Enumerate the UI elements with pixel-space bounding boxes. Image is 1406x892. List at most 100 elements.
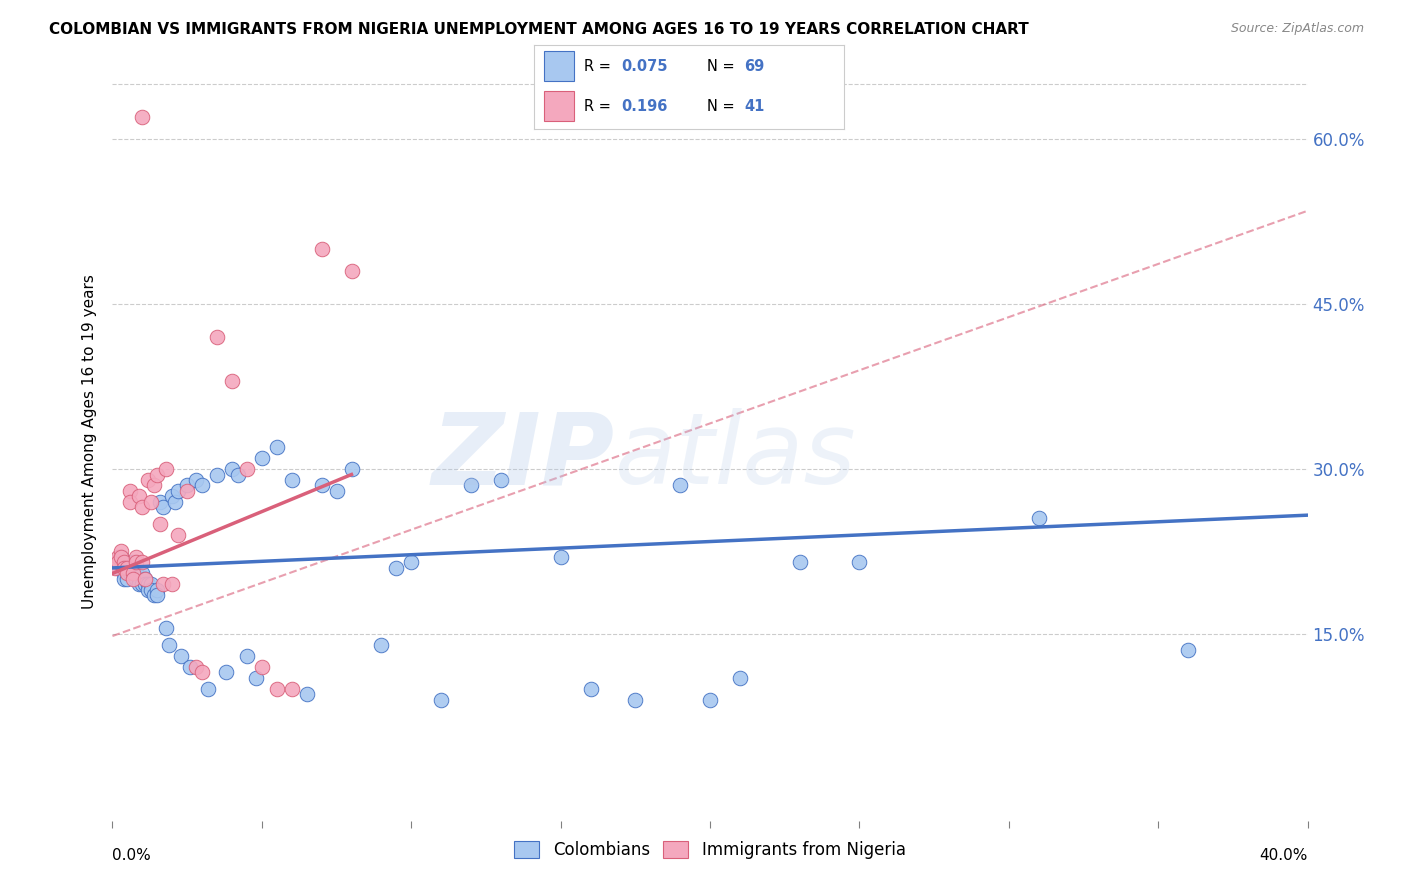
Point <box>221 374 243 388</box>
Bar <box>544 91 575 120</box>
Point <box>221 462 243 476</box>
Point <box>107 561 129 575</box>
Text: 0.196: 0.196 <box>621 98 668 113</box>
Point <box>152 500 174 515</box>
Point <box>191 478 214 492</box>
Text: 69: 69 <box>745 59 765 74</box>
Point <box>131 556 153 570</box>
Point <box>110 544 132 558</box>
Point <box>550 549 572 564</box>
Point <box>176 478 198 492</box>
Point <box>131 566 153 581</box>
Point <box>117 572 139 586</box>
Point <box>114 572 135 586</box>
Point <box>104 561 127 575</box>
Point <box>728 671 751 685</box>
Point <box>141 582 163 597</box>
Point <box>125 556 148 570</box>
Point <box>122 566 145 581</box>
Text: 41: 41 <box>745 98 765 113</box>
Text: Source: ZipAtlas.com: Source: ZipAtlas.com <box>1230 22 1364 36</box>
Point <box>226 467 249 482</box>
Point <box>236 648 259 663</box>
Point <box>340 264 363 278</box>
Point <box>250 450 273 465</box>
Point <box>266 440 288 454</box>
Text: COLOMBIAN VS IMMIGRANTS FROM NIGERIA UNEMPLOYMENT AMONG AGES 16 TO 19 YEARS CORR: COLOMBIAN VS IMMIGRANTS FROM NIGERIA UNE… <box>49 22 1029 37</box>
Point <box>104 556 127 570</box>
Point <box>579 681 602 696</box>
Point <box>1177 643 1199 657</box>
Point <box>311 478 333 492</box>
Point <box>162 490 183 504</box>
Point <box>120 566 142 581</box>
Point <box>197 681 219 696</box>
Point <box>125 549 148 564</box>
Text: ZIP: ZIP <box>432 409 614 505</box>
Y-axis label: Unemployment Among Ages 16 to 19 years: Unemployment Among Ages 16 to 19 years <box>82 274 97 609</box>
Point <box>176 483 198 498</box>
Point <box>281 473 304 487</box>
Point <box>146 588 169 602</box>
Text: N =: N = <box>707 98 740 113</box>
Point <box>114 561 135 575</box>
Point <box>848 556 870 570</box>
Point <box>205 330 228 344</box>
Point <box>122 572 145 586</box>
Point <box>170 648 193 663</box>
Point <box>179 660 201 674</box>
Text: 0.0%: 0.0% <box>112 848 152 863</box>
Point <box>131 500 153 515</box>
Point <box>295 687 318 701</box>
Point <box>138 577 160 591</box>
Point <box>141 495 163 509</box>
Point <box>125 572 148 586</box>
Text: N =: N = <box>707 59 740 74</box>
Point <box>128 490 150 504</box>
Point <box>430 692 453 706</box>
Point <box>155 462 177 476</box>
Legend: Colombians, Immigrants from Nigeria: Colombians, Immigrants from Nigeria <box>508 834 912 865</box>
Text: 40.0%: 40.0% <box>1260 848 1308 863</box>
Point <box>624 692 647 706</box>
Point <box>120 495 142 509</box>
Point <box>131 577 153 591</box>
Point <box>134 572 156 586</box>
Point <box>117 566 139 581</box>
Point <box>186 473 208 487</box>
Point <box>110 549 132 564</box>
Point <box>385 561 408 575</box>
Point <box>146 582 169 597</box>
Point <box>138 473 160 487</box>
Point <box>114 566 135 581</box>
Point <box>401 556 423 570</box>
Point <box>191 665 214 680</box>
Point <box>340 462 363 476</box>
Point <box>245 671 267 685</box>
Point <box>162 577 183 591</box>
Point <box>1028 511 1050 525</box>
Point <box>489 473 512 487</box>
Point <box>146 467 169 482</box>
Point <box>143 478 166 492</box>
Text: 0.075: 0.075 <box>621 59 668 74</box>
Point <box>107 556 129 570</box>
Point <box>120 483 142 498</box>
Text: R =: R = <box>583 59 616 74</box>
Point <box>134 572 156 586</box>
Point <box>120 561 142 575</box>
Point <box>669 478 692 492</box>
Point <box>107 549 129 564</box>
Point <box>311 242 333 256</box>
Point <box>325 483 347 498</box>
Point <box>128 572 150 586</box>
Point <box>117 561 139 575</box>
Point <box>117 566 139 581</box>
Point <box>125 566 148 581</box>
Point <box>128 577 150 591</box>
Point <box>110 556 132 570</box>
Point <box>152 577 174 591</box>
Point <box>149 516 172 531</box>
Point <box>266 681 288 696</box>
Point <box>114 556 135 570</box>
